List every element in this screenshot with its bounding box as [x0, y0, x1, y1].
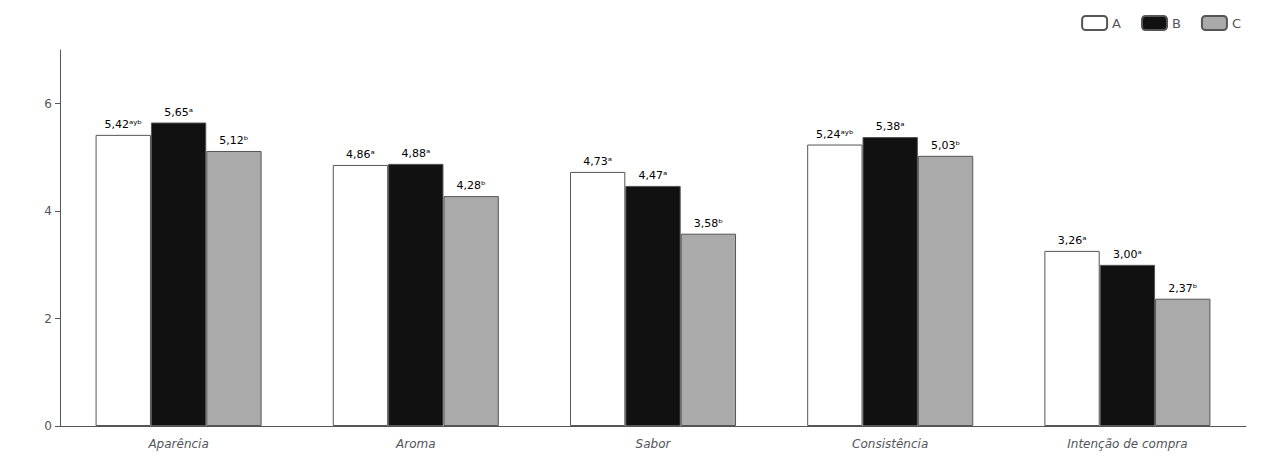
svg-text:5,03ᵇ: 5,03ᵇ: [931, 139, 960, 152]
svg-text:3,00ᵃ: 3,00ᵃ: [1113, 248, 1142, 261]
svg-text:5,12ᵇ: 5,12ᵇ: [219, 134, 248, 147]
svg-text:0: 0: [44, 419, 52, 433]
svg-text:Sabor: Sabor: [636, 437, 672, 451]
svg-text:4,47ᵃ: 4,47ᵃ: [639, 169, 668, 182]
svg-text:Consistência: Consistência: [852, 437, 928, 451]
svg-text:5,24ᵃʸᵇ: 5,24ᵃʸᵇ: [816, 128, 854, 141]
svg-text:6: 6: [44, 97, 52, 111]
svg-text:5,38ᵃ: 5,38ᵃ: [876, 120, 905, 133]
svg-text:4,88ᵃ: 4,88ᵃ: [401, 147, 430, 160]
svg-text:4: 4: [44, 204, 52, 218]
svg-text:4,28ᵇ: 4,28ᵇ: [457, 179, 486, 192]
svg-text:B: B: [1172, 16, 1181, 31]
svg-text:4,73ᵃ: 4,73ᵃ: [583, 155, 612, 168]
svg-text:3,58ᵇ: 3,58ᵇ: [694, 217, 723, 230]
svg-text:5,65ᵃ: 5,65ᵃ: [164, 106, 193, 119]
svg-text:3,26ᵃ: 3,26ᵃ: [1058, 234, 1087, 247]
svg-text:Aroma: Aroma: [395, 437, 436, 451]
svg-text:2: 2: [44, 312, 52, 326]
svg-text:Intenção de compra: Intenção de compra: [1067, 437, 1187, 451]
svg-text:4,86ᵃ: 4,86ᵃ: [346, 148, 375, 161]
svg-text:Aparência: Aparência: [147, 437, 208, 451]
svg-text:C: C: [1232, 16, 1241, 31]
svg-text:A: A: [1112, 16, 1121, 31]
svg-text:5,42ᵃʸᵇ: 5,42ᵃʸᵇ: [104, 118, 142, 131]
svg-text:2,37ᵇ: 2,37ᵇ: [1168, 282, 1197, 295]
